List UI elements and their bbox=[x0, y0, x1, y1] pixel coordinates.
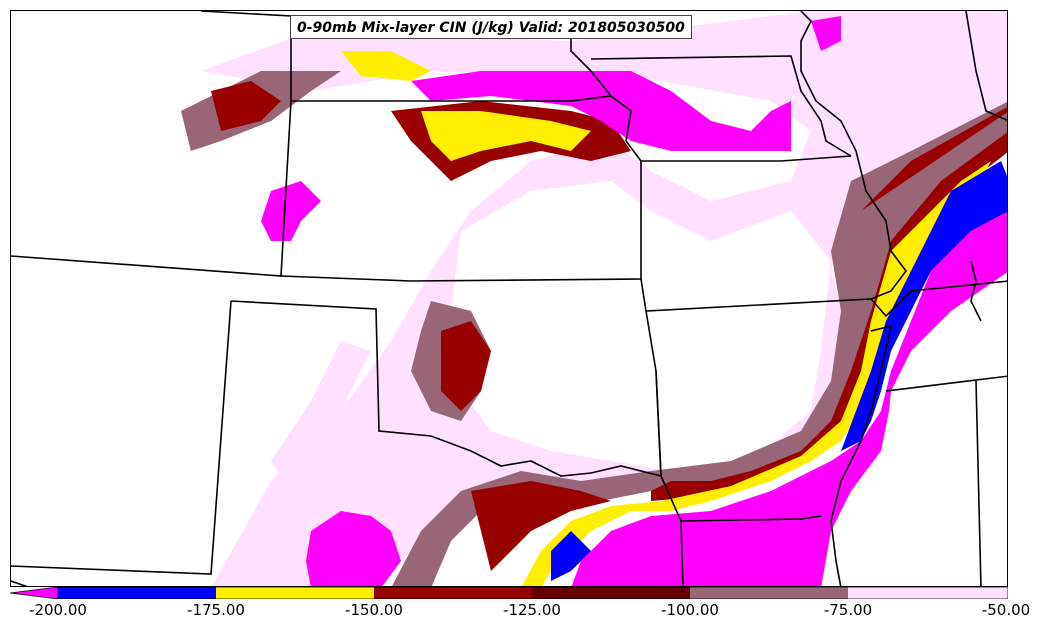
colorbar-tick-label: -125.00 bbox=[503, 601, 561, 619]
colorbar-tick-label: -175.00 bbox=[187, 601, 245, 619]
cin-core-magenta-se bbox=[571, 212, 1007, 586]
cin-band-blue-s bbox=[551, 531, 591, 581]
cin-band-blue-e bbox=[841, 161, 1007, 451]
map-title: 0-90mb Mix-layer CIN (J/kg) Valid: 20180… bbox=[290, 15, 692, 39]
cin-band-darkred-c bbox=[441, 321, 491, 411]
cin-field-white bbox=[451, 181, 831, 471]
colorbar-125-100 bbox=[532, 587, 690, 599]
cin-field-light-west bbox=[271, 341, 371, 491]
colorbar bbox=[10, 587, 1008, 599]
colorbar-150-125 bbox=[374, 587, 532, 599]
cin-band-darkred-nw bbox=[211, 81, 281, 131]
cin-band-darkred-s bbox=[471, 481, 611, 571]
colorbar-tick-label: -50.00 bbox=[981, 601, 1031, 619]
colorbar-200-175 bbox=[58, 587, 216, 599]
cin-core-magenta-nw bbox=[261, 181, 321, 241]
cin-band-mauve bbox=[392, 102, 1007, 586]
colorbar-below-200 bbox=[10, 587, 59, 599]
cin-band-yellow-n bbox=[421, 111, 591, 161]
map-panel bbox=[10, 10, 1008, 587]
cin-map bbox=[11, 11, 1007, 586]
cin-core-magenta-sw bbox=[306, 511, 401, 586]
colorbar-tick-label: -200.00 bbox=[29, 601, 87, 619]
colorbar-tick-label: -150.00 bbox=[345, 601, 403, 619]
colorbar-outline bbox=[57, 587, 1008, 599]
colorbar-75-50 bbox=[848, 587, 1008, 599]
colorbar-175-150 bbox=[216, 587, 374, 599]
cin-core-magenta-ne bbox=[811, 16, 841, 51]
colorbar-tick-label: -75.00 bbox=[823, 601, 873, 619]
colorbar-tick-label: -100.00 bbox=[661, 601, 719, 619]
colorbar-100-75 bbox=[690, 587, 848, 599]
cin-band-yellow-top bbox=[341, 51, 431, 81]
cin-core-magenta-n bbox=[411, 71, 791, 151]
